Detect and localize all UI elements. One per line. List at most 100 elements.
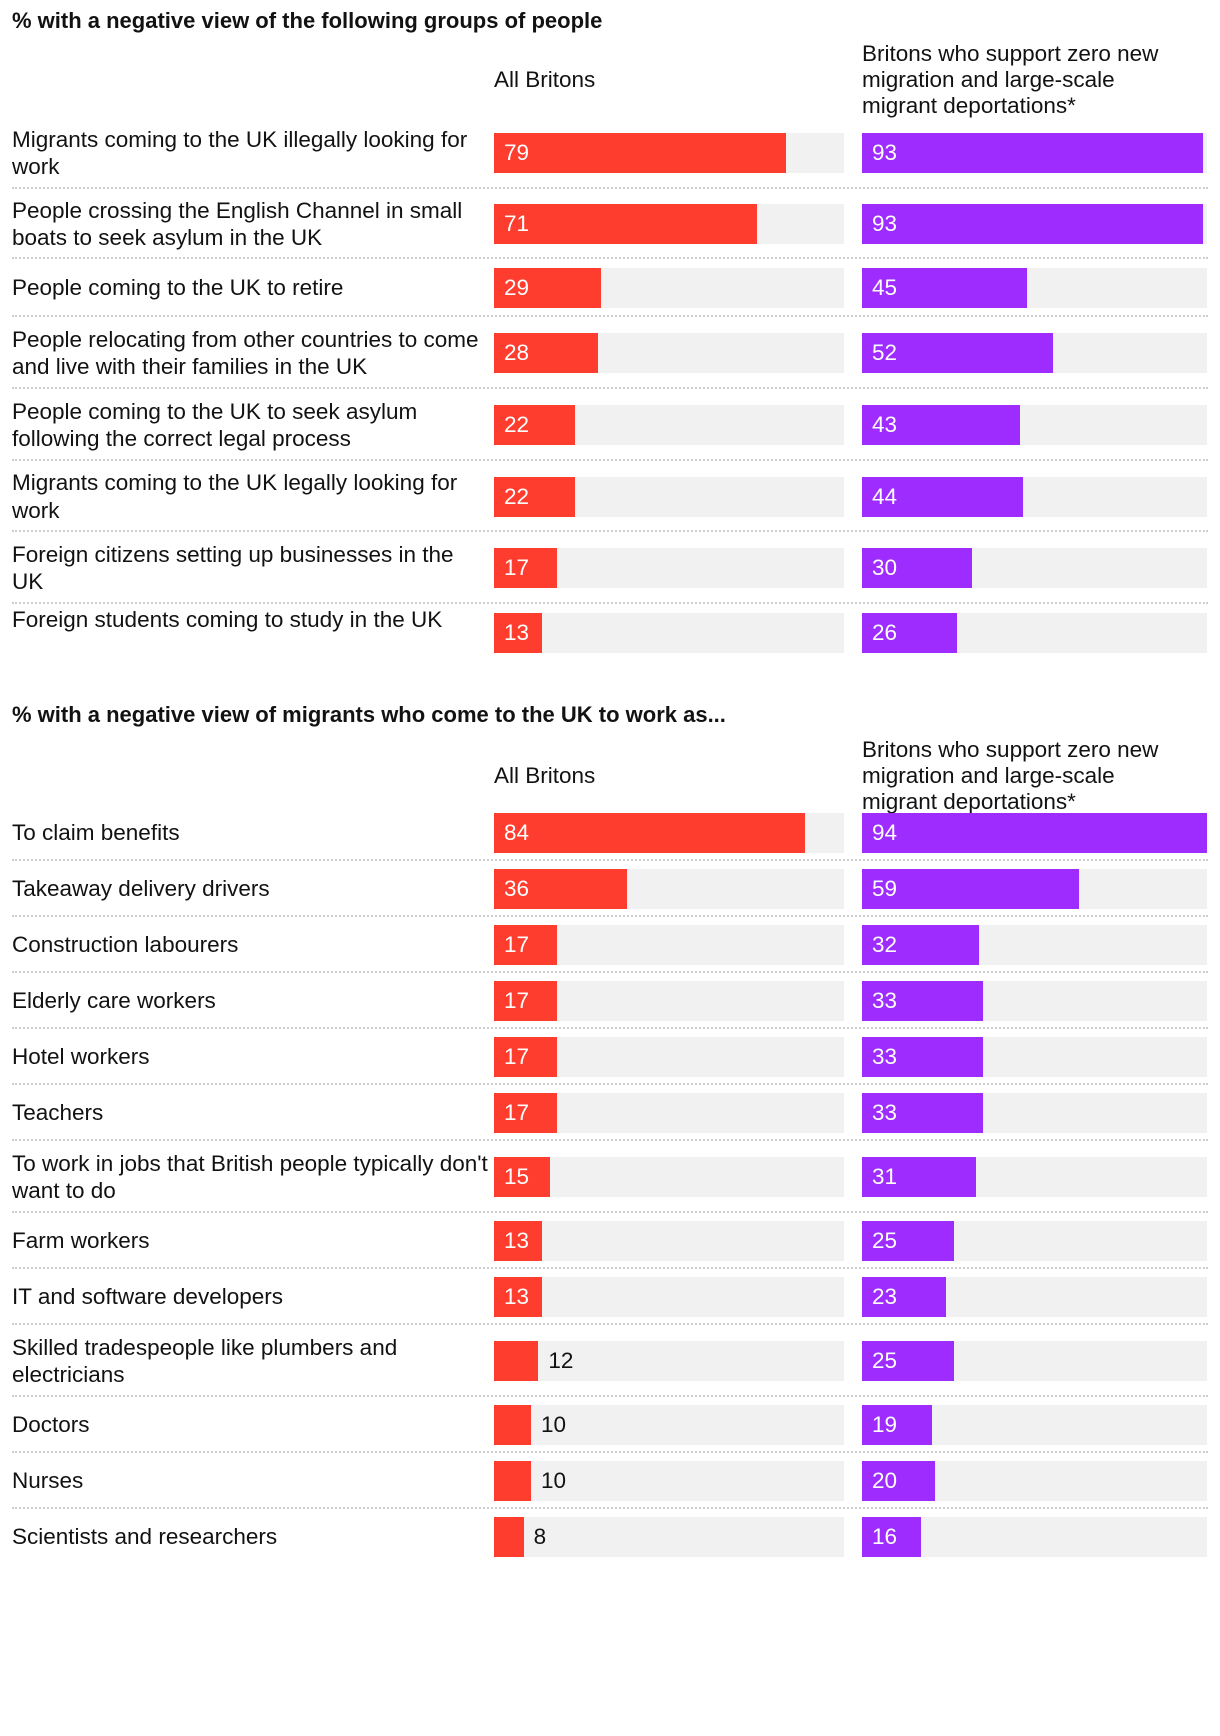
column-header-line: migrant deportations*: [862, 789, 1076, 814]
bar-track: 28: [494, 333, 844, 373]
category-label: People relocating from other countries t…: [12, 326, 479, 380]
bar-track: 43: [862, 405, 1207, 445]
bar-track: 8: [494, 1517, 844, 1557]
category-label: Foreign citizens setting up businesses i…: [12, 541, 454, 595]
category-label: IT and software developers: [12, 1284, 283, 1310]
bar-zero-migration: [862, 981, 984, 1021]
column-header-line: Britons who support zero new: [862, 41, 1159, 66]
value-label: 94: [872, 820, 898, 845]
bar-zero-migration: [862, 1517, 921, 1557]
row-separator: [12, 1507, 1208, 1509]
column-header-zero-migration-supporters: Britons who support zero new migration an…: [862, 41, 1158, 119]
value-label: 93: [872, 140, 898, 165]
bar-zero-migration: [862, 405, 1020, 445]
bar-all-britons: [494, 268, 602, 308]
value-label: 17: [504, 1100, 530, 1125]
category-label: Skilled tradespeople like plumbers and e…: [12, 1334, 398, 1388]
row-separator: [12, 1451, 1208, 1453]
column-header-line: migration and large-scale: [862, 67, 1115, 92]
category-label: People crossing the English Channel in s…: [12, 197, 463, 251]
bar-track: 84: [494, 813, 844, 853]
value-label: 79: [504, 140, 530, 165]
bar-all-britons: [494, 1037, 557, 1077]
bar-track: 25: [862, 1221, 1207, 1261]
value-label: 19: [872, 1412, 898, 1437]
value-label: 43: [872, 412, 898, 437]
bar-track: 52: [862, 333, 1207, 373]
bar-zero-migration: [862, 1461, 936, 1501]
bar-track: 22: [494, 405, 844, 445]
value-label: 28: [504, 340, 530, 365]
category-label: People coming to the UK to retire: [12, 275, 344, 301]
category-label: Migrants coming to the UK legally lookin…: [12, 470, 458, 523]
bar-track: 17: [494, 1093, 844, 1133]
value-label: 25: [872, 1348, 898, 1373]
bar-all-britons: [494, 869, 628, 909]
bar-zero-migration: [862, 813, 1207, 853]
bar-track: 13: [494, 1221, 844, 1261]
bar-all-britons: [494, 204, 757, 244]
column-header-all-britons: All Britons: [494, 67, 595, 93]
bar-track: 16: [862, 1517, 1207, 1557]
row-separator: [12, 602, 1208, 604]
bar-zero-migration: [862, 925, 980, 965]
bar-track: 29: [494, 268, 844, 308]
value-label: 8: [533, 1524, 547, 1549]
row-separator: [12, 459, 1208, 461]
value-label: 25: [872, 1228, 898, 1253]
category-label: Migrants coming to the UK illegally look…: [12, 126, 468, 180]
value-label: 15: [504, 1164, 530, 1189]
bar-track: 33: [862, 981, 1207, 1021]
row-separator: [12, 1267, 1208, 1269]
bar-all-britons: [494, 613, 543, 653]
bar-zero-migration: [862, 133, 1204, 173]
value-label: 12: [548, 1348, 574, 1373]
value-label: 52: [872, 340, 898, 365]
value-label: 31: [872, 1164, 898, 1189]
value-label: 22: [504, 412, 530, 437]
bar-all-britons: [494, 548, 557, 588]
row-separator: [12, 1323, 1208, 1325]
bar-all-britons: [494, 476, 576, 517]
category-label: To claim benefits: [12, 820, 180, 846]
bar-track: 23: [862, 1277, 1207, 1317]
bar-track: 94: [862, 813, 1207, 853]
value-label: 23: [872, 1284, 898, 1309]
bar-all-britons: [494, 813, 805, 853]
value-label: 59: [872, 876, 898, 901]
bar-all-britons: [494, 1277, 543, 1317]
bar-zero-migration: [862, 268, 1028, 308]
category-label: Teachers: [12, 1100, 104, 1126]
column-header-line: All Britons: [494, 763, 596, 788]
bar-all-britons: [494, 1093, 557, 1133]
value-label: 45: [872, 275, 898, 300]
bar-all-britons: [494, 1341, 539, 1381]
bar-zero-migration: [862, 1093, 984, 1133]
bar-track: 25: [862, 1341, 1207, 1381]
bar-all-britons: [494, 405, 576, 445]
bar-track: 36: [494, 869, 844, 909]
category-label: Doctors: [12, 1412, 90, 1438]
bar-track: 44: [862, 476, 1207, 517]
bar-track: 17: [494, 925, 844, 965]
bar-all-britons: [494, 1221, 543, 1261]
bar-track: 33: [862, 1093, 1207, 1133]
category-label: Foreign students coming to study in the …: [12, 606, 443, 632]
bar-track: 12: [494, 1341, 844, 1381]
bar-zero-migration: [862, 204, 1204, 244]
bar-track: 31: [862, 1157, 1207, 1197]
category-label: Takeaway delivery drivers: [12, 876, 270, 902]
value-label: 36: [504, 876, 530, 901]
bar-track: 19: [862, 1405, 1207, 1445]
value-label: 13: [504, 620, 530, 645]
category-label: Elderly care workers: [12, 988, 216, 1014]
bar-zero-migration: [862, 869, 1079, 909]
column-header-line: All Britons: [494, 67, 596, 92]
bar-track: 10: [494, 1461, 844, 1501]
value-label: 33: [872, 988, 898, 1013]
row-separator: [12, 315, 1208, 317]
bar-zero-migration: [862, 1277, 947, 1317]
row-separator: [12, 1139, 1208, 1141]
value-label: 44: [872, 483, 898, 509]
bar-all-britons: [494, 1157, 550, 1197]
